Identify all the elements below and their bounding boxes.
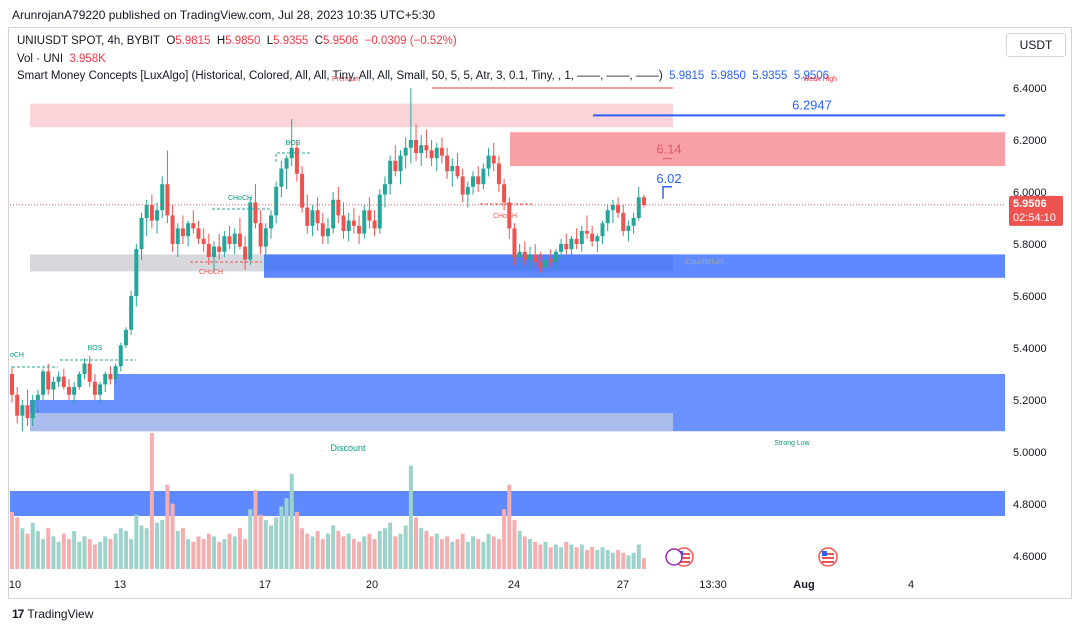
change-value: −0.0309 (−0.52%) xyxy=(364,35,457,47)
indicator-legend[interactable]: Smart Money Concepts [LuxAlgo] (Historic… xyxy=(17,70,829,82)
publisher-line: ArunrojanA79220 published on TradingView… xyxy=(12,8,436,22)
tradingview-brand: TradingView xyxy=(27,607,94,621)
open-label: O xyxy=(166,35,176,47)
high-value: 5.9850 xyxy=(225,35,261,47)
low-label: L xyxy=(266,35,274,47)
low-value: 5.9355 xyxy=(273,35,309,47)
indicator-value-3: 5.9355 xyxy=(752,70,788,82)
indicator-value-2: 5.9850 xyxy=(710,70,746,82)
currency-button[interactable]: USDT xyxy=(1006,33,1066,57)
tradingview-mark-icon: 17 xyxy=(12,607,24,621)
volume-value: 3.958K xyxy=(69,53,106,65)
indicator-value-1: 5.9815 xyxy=(669,70,705,82)
open-value: 5.9815 xyxy=(175,35,211,47)
indicator-name[interactable]: Smart Money Concepts [LuxAlgo] (Historic… xyxy=(17,70,663,82)
symbol-name[interactable]: UNIUSDT SPOT, 4h, BYBIT xyxy=(17,35,160,47)
tradingview-logo[interactable]: 17 TradingView xyxy=(12,607,93,621)
indicator-value-4: 5.9506 xyxy=(793,70,830,82)
close-label: C xyxy=(314,35,324,47)
symbol-legend[interactable]: UNIUSDT SPOT, 4h, BYBIT O5.9815 H5.9850 … xyxy=(17,35,457,47)
close-value: 5.9506 xyxy=(323,35,359,47)
volume-legend[interactable]: Vol · UNI 3.958K xyxy=(17,53,106,65)
high-label: H xyxy=(216,35,226,47)
volume-label: Vol · UNI xyxy=(17,53,64,65)
chart-frame xyxy=(8,27,1072,599)
